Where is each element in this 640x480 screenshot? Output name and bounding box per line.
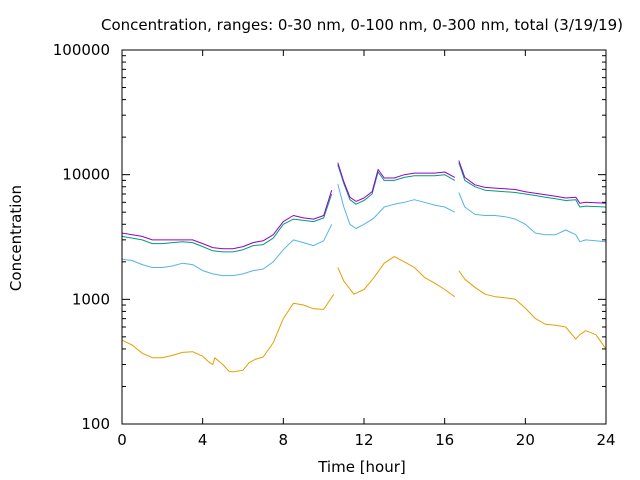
series-line-0-30-nm <box>458 270 607 350</box>
y-tick-label: 10000 <box>62 166 110 184</box>
x-tick-label: 0 <box>117 431 127 449</box>
x-tick-label: 20 <box>516 431 535 449</box>
x-tick-label: 8 <box>279 431 289 449</box>
series-line-total <box>458 160 607 204</box>
series-line-0-300-nm <box>121 193 333 253</box>
y-tick-label: 100 <box>81 415 110 433</box>
series-line-0-30-nm <box>121 293 335 373</box>
series-line-total <box>121 190 333 250</box>
y-tick-label: 1000 <box>72 290 110 308</box>
x-axis-label: Time [hour] <box>317 458 406 476</box>
series-line-0-100-nm <box>121 224 333 277</box>
y-tick-label: 100000 <box>53 41 110 59</box>
y-axis-label: Concentration <box>7 185 25 291</box>
x-tick-label: 4 <box>198 431 208 449</box>
series-line-0-300-nm <box>458 162 607 208</box>
x-tick-label: 16 <box>435 431 454 449</box>
series-line-total <box>337 162 456 202</box>
x-tick-label: 12 <box>354 431 373 449</box>
series-line-0-100-nm <box>458 192 607 243</box>
series-line-0-300-nm <box>337 164 456 205</box>
series-lines <box>121 160 607 373</box>
series-line-0-30-nm <box>337 256 456 298</box>
x-tick-label: 24 <box>596 431 615 449</box>
plot-frame <box>121 49 607 425</box>
axis-ticks: 0 4 8 12 16 20 24 100 1000 10000 100000 <box>53 41 616 449</box>
series-line-0-100-nm <box>337 183 456 229</box>
chart-title: Concentration, ranges: 0-30 nm, 0-100 nm… <box>101 16 623 34</box>
